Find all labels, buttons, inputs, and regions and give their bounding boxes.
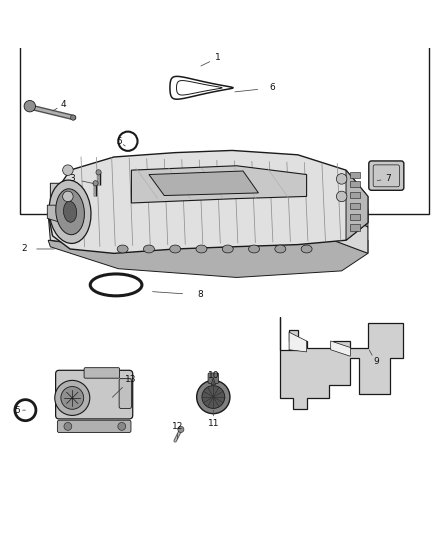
Ellipse shape [275,245,286,253]
Circle shape [202,386,225,408]
Text: 3: 3 [69,174,75,183]
Bar [350,224,360,231]
Circle shape [63,191,73,201]
Text: 12: 12 [172,422,183,431]
Circle shape [61,386,84,409]
Polygon shape [47,205,68,223]
Circle shape [93,181,98,186]
Circle shape [71,115,76,120]
Text: 11: 11 [208,419,219,428]
FancyBboxPatch shape [119,378,131,408]
Circle shape [64,423,72,430]
Ellipse shape [196,245,207,253]
Polygon shape [149,171,258,196]
FancyBboxPatch shape [57,420,131,432]
Circle shape [197,381,230,414]
Bar [350,172,360,178]
Ellipse shape [64,201,77,222]
Polygon shape [346,170,368,240]
Polygon shape [48,205,368,253]
FancyBboxPatch shape [208,373,219,383]
Polygon shape [48,240,368,278]
Ellipse shape [170,245,180,253]
Ellipse shape [144,245,154,253]
Bar [350,191,360,198]
Polygon shape [211,378,215,385]
Text: 6: 6 [269,83,276,92]
Circle shape [178,426,184,432]
Text: 10: 10 [208,370,219,379]
Text: 5: 5 [116,137,122,146]
Ellipse shape [249,245,259,253]
FancyBboxPatch shape [56,370,133,419]
Circle shape [336,191,347,201]
Text: 13: 13 [125,375,136,384]
Polygon shape [50,183,368,227]
Polygon shape [131,166,307,203]
FancyBboxPatch shape [369,161,404,190]
Circle shape [336,174,347,184]
Ellipse shape [117,245,128,253]
Circle shape [63,165,73,175]
Bar [350,214,360,220]
Polygon shape [289,332,307,352]
Text: 1: 1 [215,53,221,62]
Ellipse shape [56,189,85,235]
Ellipse shape [301,245,312,253]
Circle shape [55,381,90,415]
FancyBboxPatch shape [84,368,120,378]
Bar [350,203,360,209]
Circle shape [96,169,101,175]
Text: 7: 7 [385,174,391,183]
Text: 9: 9 [373,358,379,367]
Text: 5: 5 [14,406,21,415]
Circle shape [24,101,35,112]
Circle shape [118,423,126,430]
Bar [350,181,360,187]
Bar [20,0,429,214]
Text: 2: 2 [21,245,27,254]
Text: 8: 8 [198,290,204,300]
Polygon shape [331,341,350,356]
Polygon shape [48,150,368,253]
Polygon shape [280,317,403,409]
Text: 4: 4 [61,100,66,109]
Ellipse shape [49,180,91,244]
Ellipse shape [223,245,233,253]
